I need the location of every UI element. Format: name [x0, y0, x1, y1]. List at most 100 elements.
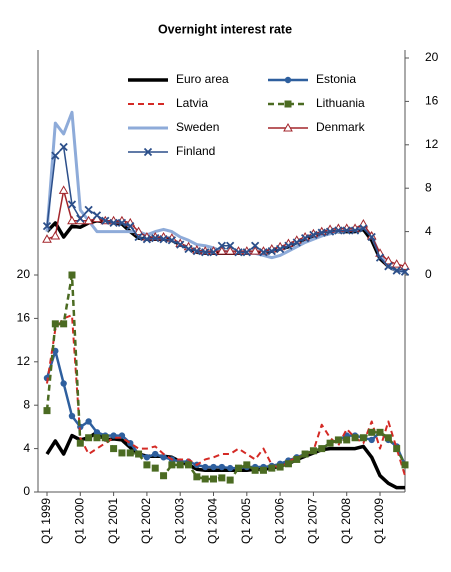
marker [126, 449, 134, 457]
marker [60, 380, 67, 387]
marker [301, 450, 309, 458]
series-line [46, 314, 406, 477]
marker [284, 460, 292, 468]
x-tick-label: Q1 2007 [306, 498, 320, 544]
y2-tick-label: 16 [425, 94, 439, 108]
marker [318, 445, 326, 453]
marker [126, 222, 135, 231]
legend-label: Lithuania [316, 96, 365, 110]
x-tick-label: Q1 2005 [239, 498, 253, 544]
legend-label: Finland [176, 144, 215, 158]
marker [284, 241, 293, 250]
marker [234, 464, 242, 472]
marker [309, 447, 317, 455]
marker [342, 226, 351, 235]
marker [243, 461, 251, 469]
marker [368, 436, 375, 444]
marker [84, 205, 93, 215]
marker [343, 436, 351, 444]
marker [267, 246, 276, 256]
marker [251, 241, 260, 250]
marker [226, 241, 235, 250]
marker [218, 463, 226, 471]
marker [184, 244, 193, 254]
marker [317, 228, 326, 237]
marker [210, 463, 217, 471]
marker [334, 226, 343, 235]
marker [276, 463, 284, 471]
marker [334, 436, 342, 444]
marker [268, 464, 276, 472]
marker [67, 200, 77, 209]
marker [400, 261, 410, 270]
marker [42, 234, 52, 243]
marker [93, 429, 101, 436]
marker [160, 454, 167, 461]
marker [259, 248, 268, 257]
marker [351, 434, 359, 442]
marker [368, 428, 376, 436]
marker [143, 454, 151, 461]
marker [159, 235, 168, 244]
marker [284, 76, 292, 84]
x-tick-label: Q1 2001 [106, 498, 120, 544]
marker [325, 227, 335, 236]
marker [383, 255, 394, 265]
marker [142, 235, 152, 244]
series-line [45, 430, 405, 490]
marker [201, 475, 209, 483]
marker [160, 472, 168, 480]
marker [117, 218, 127, 228]
x-tick-label: Q1 2000 [72, 498, 86, 544]
marker [393, 445, 401, 453]
marker [167, 236, 177, 245]
marker [391, 259, 402, 268]
marker [300, 233, 310, 243]
marker [93, 434, 101, 442]
marker [152, 450, 159, 458]
legend: Euro area Estonia Latvia Lithuania Sweden Den… [118, 68, 403, 168]
marker [133, 226, 144, 236]
marker [151, 464, 159, 472]
marker [143, 147, 153, 157]
y-tick-label: 12 [17, 354, 31, 368]
marker [376, 428, 384, 436]
marker [192, 246, 201, 256]
marker [110, 445, 118, 453]
marker [68, 412, 76, 420]
marker [60, 320, 68, 328]
marker [50, 230, 61, 240]
marker [68, 271, 76, 279]
legend-label: Sweden [176, 120, 219, 134]
marker [225, 246, 236, 255]
marker [259, 466, 267, 474]
marker [51, 151, 60, 160]
marker [216, 246, 227, 255]
marker [135, 450, 143, 458]
legend-label: Denmark [316, 120, 366, 134]
marker [201, 248, 210, 257]
y-tick-label: 0 [23, 484, 30, 498]
x-tick-label: Q1 2002 [139, 498, 153, 544]
x-tick-label: Q1 2003 [172, 498, 186, 544]
y2-tick-label: 20 [425, 50, 439, 64]
y2-tick-label: 0 [425, 267, 432, 281]
marker [218, 474, 226, 482]
marker [168, 461, 176, 469]
marker [143, 461, 151, 469]
marker [85, 418, 92, 425]
marker [250, 246, 261, 255]
marker [309, 230, 318, 239]
y2-tick-label: 12 [425, 137, 439, 151]
legend-label: Euro area [176, 72, 229, 86]
marker [42, 222, 52, 231]
marker [101, 216, 110, 225]
marker [67, 215, 77, 225]
marker [201, 463, 209, 471]
x-tick-label: Q1 2004 [206, 498, 220, 544]
marker [275, 244, 285, 254]
y2-tick-label: 8 [425, 180, 432, 194]
marker [43, 407, 51, 415]
marker [134, 232, 143, 242]
marker [384, 262, 393, 271]
